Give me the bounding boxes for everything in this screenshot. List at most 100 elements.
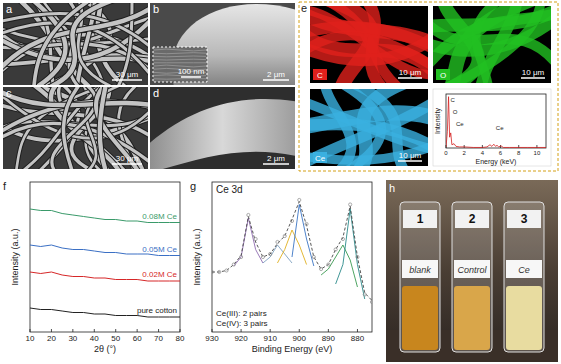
name-label [506, 260, 542, 278]
scale-bar-label: 10 μm [399, 68, 422, 77]
fiber [52, 87, 96, 169]
inset-texture [154, 53, 206, 54]
data-point [341, 237, 344, 240]
element-label: C [317, 71, 323, 80]
panel-label: b [153, 3, 159, 15]
series-label: 0.02M Ce [142, 270, 177, 279]
fiber-edge [33, 3, 101, 85]
vial-label: Ce [518, 265, 530, 275]
fiber [100, 87, 109, 169]
name-label [454, 260, 490, 278]
inset-texture [154, 59, 206, 61]
data-point [290, 219, 293, 222]
vial-number: 2 [469, 212, 476, 226]
data-point [349, 203, 352, 206]
x-tick-label: 890 [322, 334, 336, 343]
data-point [218, 270, 221, 273]
data-point [298, 198, 301, 201]
series-line [446, 97, 546, 148]
data-point [261, 255, 264, 258]
fiber [310, 35, 428, 61]
fiber-edge [63, 87, 86, 169]
x-tick-label: 2 [463, 150, 467, 156]
photo-background [386, 180, 558, 362]
series-label: 0.08M Ce [142, 212, 177, 221]
x-tick [328, 329, 329, 332]
data-point [327, 263, 330, 266]
scale-bar [181, 76, 201, 78]
scale-bar [521, 77, 545, 79]
sem-image [3, 3, 148, 85]
scale-bar [112, 163, 142, 165]
y-axis-label: Intensity (a.u.) [10, 228, 20, 285]
scale-bar [263, 79, 289, 81]
photo [386, 180, 558, 362]
series-line [292, 205, 314, 267]
x-tick-label: 910 [264, 334, 278, 343]
scale-bar [112, 79, 142, 81]
panel-label: d [153, 87, 159, 99]
series-label: pure cotton [137, 306, 177, 315]
annotation: Ce [496, 125, 504, 131]
x-tick-label: 10 [534, 150, 541, 156]
spectrum-background [433, 89, 551, 166]
data-point [269, 252, 272, 255]
data-point [319, 267, 322, 270]
fiber-edge [52, 87, 96, 169]
series-line [263, 245, 292, 263]
x-tick [94, 329, 95, 332]
annotation: O [453, 109, 458, 115]
x-tick-label: 30 [68, 334, 77, 343]
data-point [254, 237, 257, 240]
x-tick-label: 6 [499, 150, 503, 156]
inset-texture [154, 55, 206, 57]
fiber [433, 12, 551, 70]
number-label [403, 210, 437, 228]
series-line [321, 245, 357, 287]
inset-texture [154, 78, 206, 80]
x-tick [115, 329, 116, 332]
annotation: Ce(III): 2 pairs [216, 309, 267, 318]
vial-label: Control [457, 265, 487, 275]
data-point [239, 255, 242, 258]
panel-label: c [6, 87, 12, 99]
fiber [363, 6, 388, 83]
x-tick [158, 329, 159, 332]
x-tick [464, 145, 465, 148]
element-label: O [440, 71, 446, 80]
vial-number: 3 [521, 212, 528, 226]
plot-area [446, 97, 546, 148]
x-tick [72, 329, 73, 332]
vial-glass [504, 202, 544, 352]
fiber-surface [150, 99, 295, 169]
series-line [30, 245, 180, 256]
x-tick [180, 329, 181, 332]
x-tick-label: 0 [444, 150, 448, 156]
series-line [336, 209, 365, 299]
panel-label: e [301, 2, 307, 14]
x-axis-label: 2θ (°) [94, 344, 116, 354]
annotation: Ce(IV): 3 pairs [216, 319, 268, 328]
plot-frame [30, 182, 180, 332]
chart-title: Ce 3d [216, 184, 243, 195]
element-box [436, 69, 450, 80]
series-line [212, 202, 372, 301]
data-point [312, 255, 315, 258]
fiber [33, 3, 101, 85]
vial-glass [452, 202, 492, 352]
eds-map [433, 6, 551, 83]
scale-bar-label: 30 μm [116, 154, 139, 163]
fiber [63, 87, 86, 169]
x-tick-label: 4 [481, 150, 485, 156]
x-tick [299, 329, 300, 332]
x-tick-label: 900 [293, 334, 307, 343]
number-label [507, 210, 541, 228]
x-tick-label: 80 [176, 334, 185, 343]
vial-number: 1 [417, 212, 424, 226]
scale-bar-label: 2 μm [267, 70, 285, 79]
scale-bar-label: 30 μm [116, 70, 139, 79]
element-label: Ce [315, 154, 326, 163]
scale-bar-label: 100 nm [178, 67, 205, 76]
x-tick [30, 329, 31, 332]
data-point [212, 270, 214, 273]
